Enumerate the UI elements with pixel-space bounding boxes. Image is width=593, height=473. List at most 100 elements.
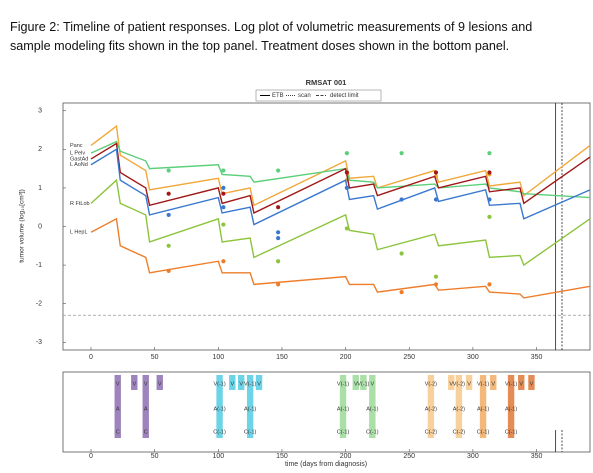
scan-point [221,191,226,196]
legend-label: scan [298,93,311,99]
scan-point [166,191,171,196]
dose-label: V [230,381,234,387]
dose-label: C(-1) [505,429,518,435]
x-tick-label: 250 [403,354,415,361]
dose-label: C [116,429,120,435]
dose-label: V [370,381,374,387]
scan-point [344,151,349,156]
y-tick-label: -2 [36,301,42,308]
dose-bar [246,375,254,438]
scan-point [276,235,281,241]
scan-point [166,212,171,218]
dose-bar [131,375,138,390]
dose-label: V [116,381,120,387]
x-tick-label: 0 [89,354,93,361]
dose-bar [518,375,525,390]
caption: Figure 2: Timeline of patient responses.… [10,18,585,56]
y-tick-label: 2 [38,146,42,153]
dose-label: A(-1) [477,406,489,412]
scan-point [221,168,226,173]
x-axis-label: time (days from diagnosis) [285,461,367,468]
dose-label: V [158,381,162,387]
chart-title: RMSAT 001 [306,78,347,87]
x-tick-label: 100 [212,453,224,460]
scan-point [221,185,226,191]
dose-label: V(-1) [357,381,369,387]
scan-point [487,170,492,175]
dose-label: V [354,381,358,387]
scan-point [276,168,281,173]
x-tick-label: 100 [212,354,224,361]
scan-point [487,151,492,156]
dose-label: V [144,381,148,387]
legend-label: ETB [272,93,284,99]
x-tick-label: 150 [276,453,288,460]
dose-bar [465,375,473,390]
dose-label: V [449,381,453,387]
y-tick-label: 3 [38,108,42,115]
dose-bar [455,375,463,438]
scan-point [487,282,492,287]
x-tick-label: 350 [531,453,543,460]
dose-label: A [144,406,148,412]
dose-label: A(-1) [337,406,349,412]
dose-label: C [144,429,148,435]
dose-label: C(-1) [477,429,490,435]
x-tick-label: 200 [340,453,352,460]
scan-point [399,197,404,202]
lesion-label: GastAd [70,156,88,162]
dose-label: A(-2) [453,406,465,412]
x-tick-label: 0 [89,453,93,460]
dose-label: V(-1) [244,381,256,387]
dose-label: V [257,381,261,387]
dose-label: C(-1) [213,429,226,435]
scan-point [433,274,439,279]
lesion-label: Panc [70,143,83,149]
dose-label: V(-2) [425,381,437,387]
dose-bar [114,375,121,438]
scan-point [166,243,171,248]
y-tick-label: -3 [36,339,42,346]
dose-label: V(-1) [213,381,225,387]
scan-point [276,205,281,210]
y-tick-label: 0 [38,223,42,230]
x-tick-label: 300 [467,354,479,361]
scan-point [276,259,281,264]
x-tick-label: 250 [403,453,415,460]
scan-point [276,230,281,235]
x-tick-label: 50 [151,354,159,361]
dose-bar [142,375,149,438]
dose-label: V(-1) [337,381,349,387]
dose-bar [507,375,515,438]
dose-bar [339,375,347,438]
dose-label: V(-1) [505,381,517,387]
dose-bar [369,375,376,438]
scan-point [344,185,349,191]
dose-label: V [132,381,136,387]
dose-label: C(-1) [337,429,350,435]
dose-label: V [239,381,243,387]
lesion-label: L HepL [70,230,88,236]
scan-point [276,282,281,287]
dose-label: C(-2) [453,429,466,435]
dose-bar [427,375,435,438]
scan-point [166,268,171,273]
dose-bar [156,375,163,390]
scan-point [433,197,439,202]
dose-label: A(-1) [244,406,256,412]
dose-bar [229,375,236,390]
dose-label: C(-1) [244,429,257,435]
x-tick-label: 300 [467,453,479,460]
dose-label: A(-1) [366,406,378,412]
y-tick-label: -1 [36,262,42,269]
x-tick-label: 150 [276,354,288,361]
legend-label: detect limit [330,93,359,99]
scan-point [433,282,439,287]
dose-label: V(-2) [453,381,465,387]
x-tick-label: 350 [531,354,543,361]
lesion-label: L AoNd [70,162,88,168]
caption-line: Figure 2: Timeline of patient responses.… [10,20,533,34]
dose-bar [448,375,455,390]
fit-line [90,142,591,215]
